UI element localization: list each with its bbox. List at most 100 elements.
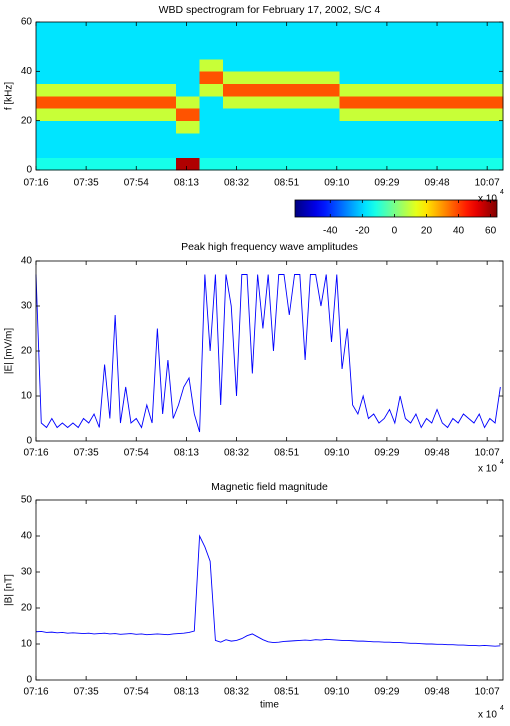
heatmap-cell [199,96,224,109]
heatmap-cell [456,46,480,60]
heatmap-cell [479,83,504,97]
heatmap-cell [409,46,434,60]
heatmap-cell [222,145,247,158]
heatmap-cell [292,96,317,109]
x-tick-label: 07:35 [74,178,99,189]
heatmap-cell [269,59,294,72]
x-tick-label: 09:10 [324,687,349,698]
heatmap-cell [456,120,480,134]
heatmap-cell [246,59,270,72]
heatmap-cell [129,34,154,47]
heatmap-cell [339,22,364,35]
x-tick-label: 07:54 [124,448,149,459]
heatmap-cell [222,34,247,47]
y-tick-label: 50 [21,495,33,506]
heatmap-cell [82,157,107,171]
heatmap-cell [386,120,410,134]
heatmap-cell [199,120,224,134]
heatmap-cell [292,108,317,121]
heatmap-cell [176,59,200,72]
heatmap-cell [292,34,317,47]
heatmap-cell [199,157,224,171]
heatmap-cell [152,108,177,121]
heatmap-cell [199,145,224,158]
y-tick-label: 40 [21,256,33,267]
heatmap-cell [36,71,60,84]
data-line [35,274,501,433]
chart-title: Peak high frequency wave amplitudes [181,241,358,253]
heatmap-cell [152,59,177,72]
heatmap-cell [269,108,294,121]
heatmap-cell [292,46,317,60]
heatmap-cell [292,83,317,97]
heatmap-cell [269,120,294,134]
heatmap-cell [362,157,387,171]
heatmap-cell [339,145,364,158]
heatmap-cell [176,157,200,171]
heatmap-cell [456,108,480,121]
x-tick-label: 07:16 [23,178,48,189]
heatmap-cell [176,34,200,47]
heatmap-cell [432,96,457,109]
heatmap-cell [152,46,177,60]
y-tick-label: 10 [21,639,33,650]
heatmap-cell [479,96,504,109]
heatmap-cell [269,83,294,97]
heatmap-cell [59,59,83,72]
x-tick-label: 07:16 [23,448,48,459]
heatmap-cell [362,120,387,134]
heatmap-cell [339,83,364,97]
heatmap-cell [292,71,317,84]
heatmap-cell [456,22,480,35]
heatmap-cell [456,145,480,158]
heatmap-cell [386,59,410,72]
heatmap-cell [362,34,387,47]
x-tick-label: 08:51 [274,687,299,698]
heatmap-cell [176,133,200,146]
heatmap-cell [409,34,434,47]
heatmap-cell [222,22,247,35]
heatmap-cell [479,34,504,47]
x-tick-label: 09:10 [324,178,349,189]
chart-title: Magnetic field magnitude [211,481,328,493]
heatmap-cell [36,157,60,171]
heatmap-cell [292,22,317,35]
heatmap-cell [292,157,317,171]
heatmap-cell [152,71,177,84]
x-tick-label: 09:48 [425,178,450,189]
heatmap-cell [316,46,340,60]
x-tick-label: 08:32 [224,448,249,459]
heatmap-cell [362,22,387,35]
heatmap-cell [59,83,83,97]
colorbar [294,199,498,218]
heatmap-cell [339,46,364,60]
heatmap-cell [129,46,154,60]
colorbar-tick-label: -40 [323,226,338,237]
heatmap-cell [409,22,434,35]
heatmap-cell [59,108,83,121]
axes-frame [35,21,504,171]
heatmap-cell [386,46,410,60]
heatmap-cell [106,22,130,35]
heatmap-cell [362,96,387,109]
heatmap-cell [246,96,270,109]
y-tick-label: 20 [21,115,33,126]
x-tick-label: 08:13 [174,687,199,698]
heatmap-cell [199,34,224,47]
heatmap-cell [246,22,270,35]
heatmap-cell [409,108,434,121]
heatmap-cell [456,96,480,109]
heatmap-cell [432,22,457,35]
heatmap-cell [152,22,177,35]
x-tick-label: 09:29 [374,687,399,698]
heatmap-cell [106,133,130,146]
heatmap-cell [246,71,270,84]
axes-frame [35,499,504,681]
heatmap-cell [199,108,224,121]
x-tick-label: 09:48 [425,448,450,459]
heatmap-cell [269,46,294,60]
x-tick-label: 08:13 [174,448,199,459]
heatmap-cell [479,133,504,146]
x-tick-label: 10:07 [475,448,500,459]
heatmap-cell [479,120,504,134]
